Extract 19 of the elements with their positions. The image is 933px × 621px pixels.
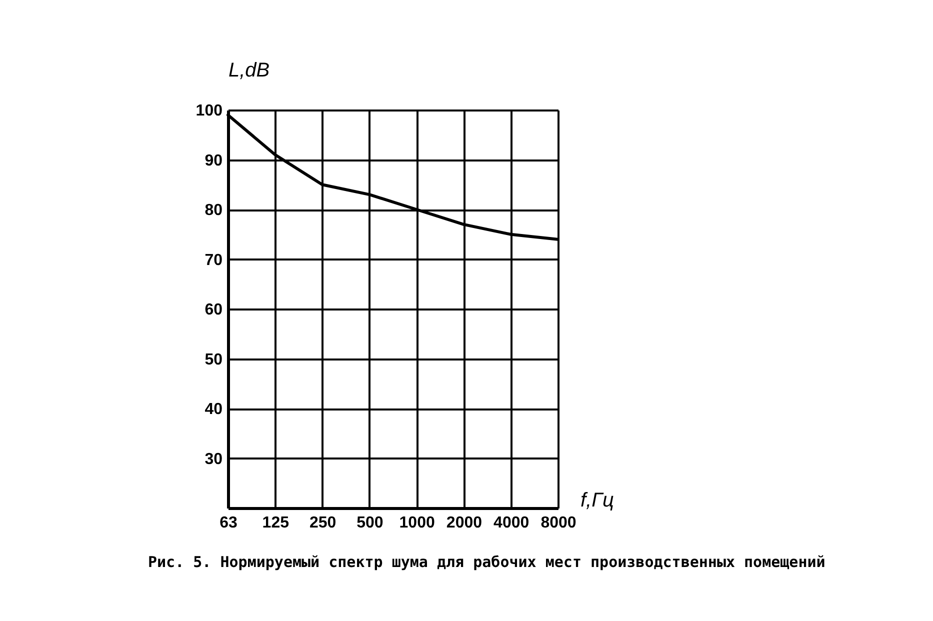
x-tick-label: 8000	[540, 514, 576, 532]
x-tick-label: 2000	[446, 514, 482, 532]
text: Рис. 5. Нормируемый спектр шума для рабочих мест производственных помещений	[148, 552, 826, 573]
x-tick-label: 63	[220, 514, 238, 532]
y-tick-label: 40	[204, 401, 223, 418]
x-tick-label: 1000	[399, 514, 435, 532]
x-tick-label: 125	[262, 514, 290, 532]
y-tick-label: 100	[196, 102, 223, 120]
y-tick-label: 80	[204, 202, 223, 219]
x-tick-label: 500	[356, 514, 384, 532]
x-axis-title: f,Гц	[580, 490, 614, 512]
y-tick-label: 30	[204, 450, 223, 468]
y-tick-label: 60	[204, 302, 223, 318]
y-tick-label: 50	[204, 351, 223, 368]
x-tick-label: 4000	[494, 514, 530, 532]
x-tick-label: 250	[309, 514, 336, 532]
y-axis-title: L,dB	[228, 60, 270, 82]
y-tick-label: 70	[204, 252, 223, 269]
y-tick-label: 90	[204, 152, 223, 170]
